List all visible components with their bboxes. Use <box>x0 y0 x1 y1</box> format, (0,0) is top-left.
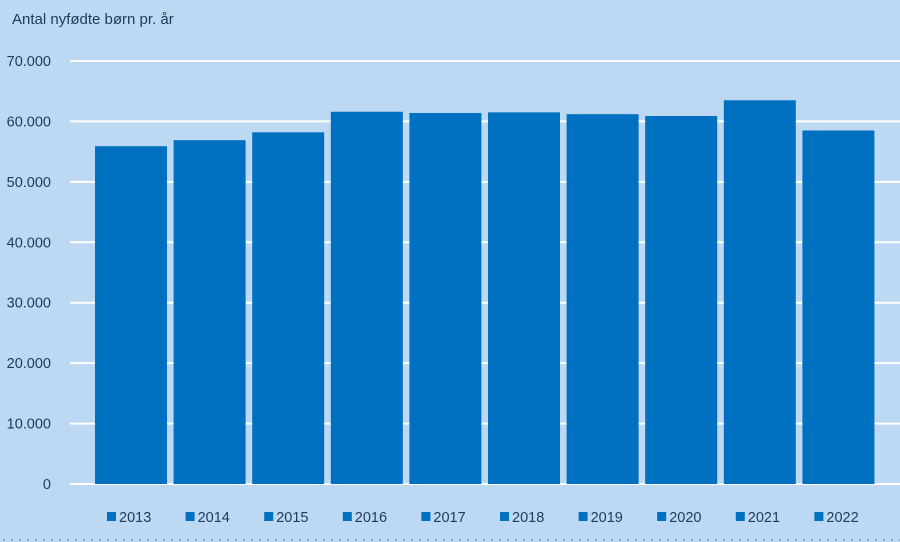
legend-item: 2021 <box>735 510 780 526</box>
dotted-border <box>0 538 900 542</box>
bar-2017 <box>409 112 482 485</box>
legend-label: 2016 <box>355 510 387 526</box>
legend-label: 2015 <box>276 510 308 526</box>
bar-2019 <box>566 114 639 485</box>
legend-item: 2016 <box>342 510 387 526</box>
legend-label: 2017 <box>433 510 465 526</box>
y-tick-label: 70.000 <box>7 54 51 70</box>
legend-swatch <box>185 512 195 521</box>
legend-item: 2019 <box>578 510 623 526</box>
legend-swatch <box>814 512 824 521</box>
bar-2018 <box>488 112 560 484</box>
bar-2021 <box>723 100 796 485</box>
legend-label: 2020 <box>669 510 701 526</box>
y-tick-labels: 0 10.000 20.000 30.000 40.000 50.000 60.000 70.… <box>7 54 51 493</box>
legend-swatch <box>500 512 509 521</box>
legend-label: 2018 <box>512 510 544 526</box>
legend-item: 2017 <box>421 510 466 526</box>
bar-2015 <box>252 132 325 484</box>
y-tick-label: 0 <box>43 477 51 493</box>
legend-label: 2013 <box>119 510 151 526</box>
y-tick-label: 30.000 <box>7 296 51 312</box>
y-tick-label: 20.000 <box>7 356 51 372</box>
legend-swatch <box>735 512 745 521</box>
legend-swatch <box>107 512 116 521</box>
y-tick-label: 50.000 <box>7 175 51 191</box>
legend-item: 2015 <box>264 510 308 526</box>
y-tick-label: 60.000 <box>7 114 51 130</box>
legend-swatch <box>657 512 667 521</box>
bar-2022 <box>802 130 875 484</box>
y-tick-label: 40.000 <box>7 235 51 251</box>
bar-2020 <box>645 115 718 485</box>
y-tick-label: 10.000 <box>7 417 51 433</box>
legend-label: 2022 <box>826 510 858 526</box>
legend-swatch <box>578 512 588 521</box>
y-axis-label: Antal nyfødte børn pr. år <box>12 11 174 28</box>
bar-2013 <box>95 146 167 484</box>
legend: 2013 2014 2015 2016 2017 2018 2019 2020 2021 2022 <box>107 510 859 526</box>
bars <box>95 100 875 485</box>
legend-swatch <box>264 512 274 521</box>
legend-swatch <box>342 512 352 521</box>
bar-2014 <box>173 140 246 484</box>
legend-label: 2014 <box>198 510 230 526</box>
legend-label: 2019 <box>591 510 623 526</box>
bar-2016 <box>330 111 403 484</box>
legend-item: 2022 <box>814 510 859 526</box>
legend-label: 2021 <box>748 510 780 526</box>
legend-item: 2020 <box>657 510 701 526</box>
legend-item: 2018 <box>500 510 544 526</box>
legend-swatch <box>421 512 431 521</box>
legend-item: 2014 <box>185 510 230 526</box>
legend-item: 2013 <box>107 510 151 526</box>
